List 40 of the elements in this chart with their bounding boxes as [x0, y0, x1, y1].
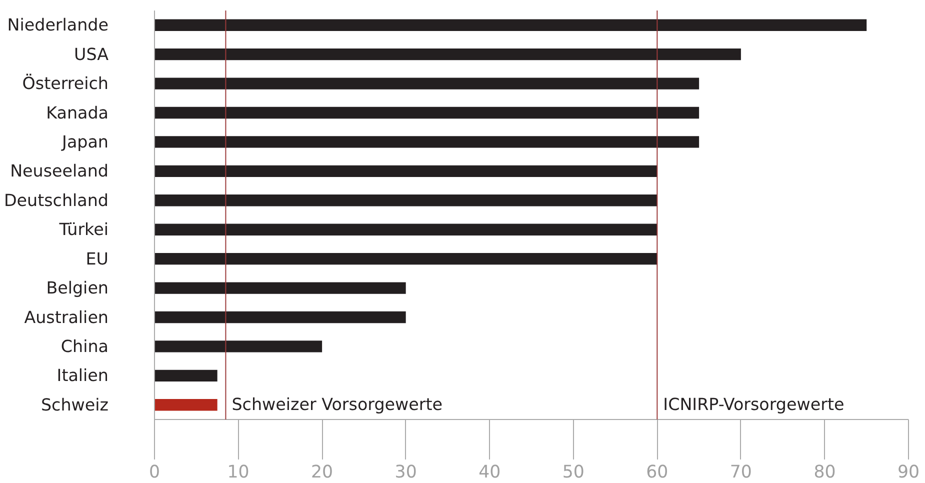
y-tick-label: Japan	[61, 132, 109, 152]
y-tick-label: Belgien	[46, 278, 109, 298]
y-tick-label: China	[60, 336, 108, 356]
x-tick-label: 10	[227, 462, 250, 482]
y-tick-label: Kanada	[46, 103, 109, 122]
bar	[154, 136, 700, 148]
x-tick-label: 0	[148, 462, 160, 482]
x-tick-label: 20	[311, 462, 334, 482]
x-tick-label: 90	[897, 462, 920, 482]
bar	[154, 106, 700, 119]
x-tick-label: 30	[394, 462, 417, 482]
y-tick-label: Österreich	[22, 73, 109, 94]
y-tick-label: Australien	[24, 308, 109, 327]
y-tick-label: EU	[86, 249, 109, 268]
bar	[154, 311, 406, 324]
bar	[154, 340, 322, 352]
bar	[154, 252, 658, 265]
bar	[154, 78, 700, 90]
bar	[154, 399, 218, 411]
y-tick-label: USA	[74, 44, 110, 64]
bar	[154, 370, 218, 382]
bar	[154, 165, 658, 178]
x-tick-label: 70	[730, 462, 752, 482]
x-tick-label: 40	[478, 462, 501, 482]
y-tick-label: Schweiz	[40, 395, 109, 414]
x-tick-label: 60	[646, 462, 668, 482]
y-tick-label: Neuseeland	[10, 162, 109, 181]
bar	[154, 48, 741, 60]
bar	[154, 19, 867, 31]
y-tick-label: Italien	[56, 366, 109, 386]
ref-line-label: ICNIRP-Vorsorgewerte	[663, 394, 844, 414]
y-tick-label: Niederlande	[7, 16, 109, 35]
y-tick-label: Deutschland	[4, 190, 109, 210]
x-tick-label: 80	[814, 462, 836, 482]
bar	[154, 224, 658, 236]
y-tick-label: Türkei	[58, 220, 109, 240]
x-tick-label: 50	[562, 462, 584, 482]
ref-line-label: Schweizer Vorsorgewerte	[232, 394, 443, 414]
bar	[154, 282, 406, 294]
bar	[154, 194, 658, 206]
